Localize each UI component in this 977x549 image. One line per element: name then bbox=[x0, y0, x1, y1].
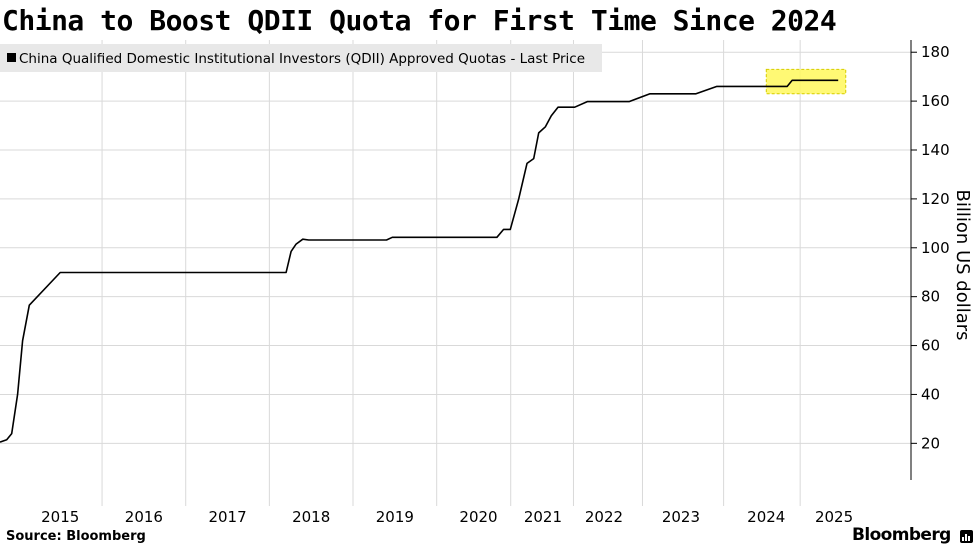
y-tick-label: 180 bbox=[921, 43, 950, 61]
x-tick-label: 2021 bbox=[524, 508, 562, 526]
y-tick-label: 160 bbox=[921, 92, 950, 110]
y-axis-title: Billion US dollars bbox=[952, 189, 973, 340]
x-tick-label: 2025 bbox=[815, 508, 853, 526]
legend-background bbox=[0, 44, 602, 72]
y-tick-label: 100 bbox=[921, 239, 950, 257]
y-tick-label: 140 bbox=[921, 141, 950, 159]
y-tick-label: 60 bbox=[921, 337, 940, 355]
x-tick-label: 2022 bbox=[585, 508, 623, 526]
x-tick-label: 2019 bbox=[376, 508, 414, 526]
y-axis: 20 40 60 80 100 120 140 160 180 bbox=[911, 43, 950, 452]
y-tick-label: 80 bbox=[921, 288, 940, 306]
series-line bbox=[0, 79, 839, 443]
x-axis: 2015 2016 2017 2018 2019 2020 2021 2022 2023 2024… bbox=[41, 508, 853, 526]
series-group bbox=[0, 79, 839, 443]
legend-label: China Qualified Domestic Institutional I… bbox=[19, 51, 585, 67]
bloomberg-bars-icon bbox=[960, 530, 973, 543]
brand-logo: Bloomberg bbox=[852, 525, 951, 545]
x-tick-label: 2017 bbox=[208, 508, 246, 526]
y-tick-label: 120 bbox=[921, 190, 950, 208]
x-tick-label: 2016 bbox=[125, 508, 163, 526]
y-tick-label: 40 bbox=[921, 385, 940, 403]
y-tick-label: 20 bbox=[921, 434, 940, 452]
grid bbox=[0, 51, 911, 444]
x-tick-label: 2018 bbox=[292, 508, 330, 526]
highlight-box bbox=[765, 68, 847, 95]
legend-swatch bbox=[7, 53, 16, 62]
x-grid bbox=[101, 40, 801, 506]
x-tick-label: 2024 bbox=[747, 508, 785, 526]
x-tick-label: 2020 bbox=[459, 508, 497, 526]
x-tick-label: 2015 bbox=[41, 508, 79, 526]
chart-title: China to Boost QDII Quota for First Time… bbox=[2, 4, 837, 37]
source-note: Source: Bloomberg bbox=[6, 529, 146, 544]
x-tick-label: 2023 bbox=[662, 508, 700, 526]
legend: China Qualified Domestic Institutional I… bbox=[0, 44, 602, 72]
